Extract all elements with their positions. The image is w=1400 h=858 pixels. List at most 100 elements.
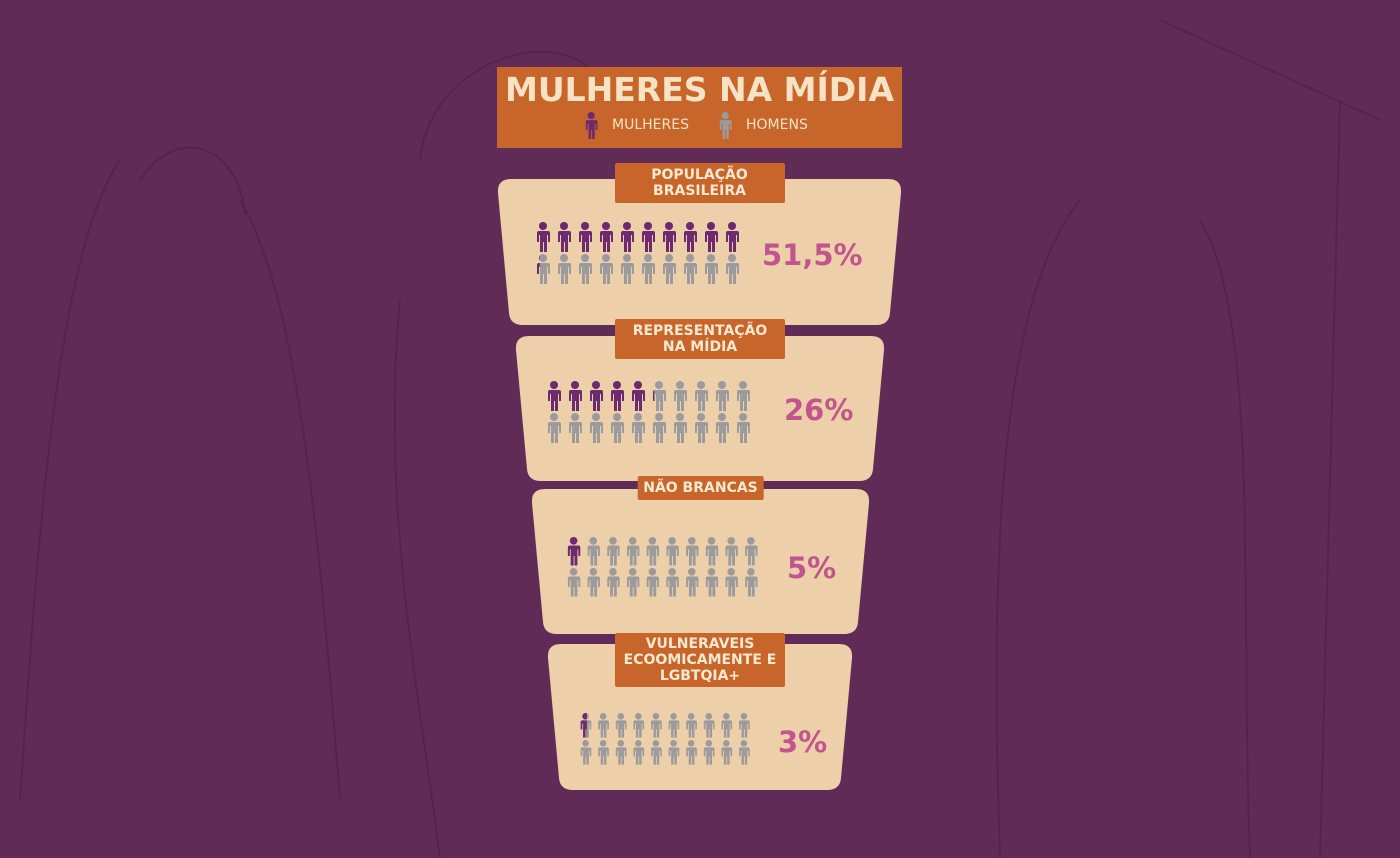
icon-woman — [537, 222, 550, 252]
icon-man — [587, 568, 600, 597]
icon-body — [567, 576, 581, 597]
icon-head — [609, 568, 617, 576]
icon-head — [569, 568, 578, 576]
icon-body — [646, 576, 660, 597]
icon-woman — [567, 537, 581, 566]
icon-body — [548, 422, 561, 443]
icon-body — [580, 747, 592, 765]
icon-man — [615, 740, 627, 765]
icon-man — [537, 254, 550, 284]
icon-man — [569, 413, 582, 443]
icon — [633, 713, 645, 738]
icon-head — [592, 381, 600, 389]
icon — [666, 568, 679, 597]
legend-person — [585, 112, 598, 139]
title-box — [497, 67, 902, 148]
icon — [716, 381, 729, 411]
icon-head — [648, 568, 657, 576]
icon — [745, 537, 758, 566]
icon — [642, 222, 655, 252]
icon — [590, 381, 603, 411]
icon-body — [642, 231, 655, 252]
icon-head — [539, 222, 547, 230]
icon-woman — [579, 222, 592, 252]
icon-body — [651, 720, 662, 738]
icon-body — [627, 576, 640, 597]
icon-woman — [705, 222, 718, 252]
icon-body — [668, 720, 680, 738]
icon-man — [579, 254, 592, 284]
icon-man — [726, 254, 739, 284]
icon-head — [740, 740, 748, 747]
icon — [663, 222, 676, 252]
icon — [627, 568, 640, 597]
icon-head — [728, 254, 736, 262]
icon-body — [587, 576, 600, 597]
icon — [725, 568, 738, 597]
icon-man — [705, 254, 718, 284]
icon-man — [739, 740, 750, 765]
icon-body — [653, 390, 655, 401]
icon-head — [665, 222, 673, 230]
icon — [621, 254, 634, 284]
icon-man — [674, 381, 687, 411]
icon-head — [747, 537, 755, 545]
icon-man — [651, 713, 662, 738]
icon-man — [686, 740, 697, 765]
icon-body — [621, 263, 634, 284]
icon-body — [674, 390, 687, 411]
icon-man — [745, 537, 758, 566]
icon-head — [670, 740, 677, 747]
icon-head — [581, 222, 589, 230]
icon-head — [665, 254, 673, 262]
icon-body — [725, 576, 738, 597]
icon-body — [558, 263, 571, 284]
icon — [686, 568, 699, 597]
panel — [531, 489, 870, 634]
icon-head — [599, 740, 607, 747]
icon-body — [725, 545, 738, 566]
icon — [739, 713, 750, 738]
icon-body — [726, 231, 739, 252]
icon — [569, 413, 582, 443]
icon — [558, 222, 571, 252]
icon-head — [582, 713, 587, 720]
value-label: 5% — [787, 551, 837, 585]
icon-woman — [558, 222, 571, 252]
icon-body — [739, 747, 750, 765]
icon — [725, 537, 738, 566]
icon-woman — [621, 222, 634, 252]
icon-head — [652, 740, 660, 747]
icon-woman — [548, 381, 561, 411]
icon — [587, 568, 600, 597]
icon-man — [627, 568, 640, 597]
icon-head — [589, 568, 598, 576]
icon-body — [607, 545, 620, 566]
icon-body — [598, 747, 609, 765]
icon-head — [688, 537, 696, 545]
icon-body — [537, 231, 550, 252]
icon — [721, 740, 733, 765]
icon-body — [646, 545, 660, 566]
icon-woman — [684, 222, 697, 252]
icon-head — [688, 568, 696, 576]
icon-body — [745, 576, 758, 597]
icon — [607, 537, 620, 566]
icon-head — [655, 413, 663, 421]
icon-head — [634, 381, 642, 389]
icon-body — [579, 231, 592, 252]
icon — [716, 413, 729, 443]
icon-man — [674, 413, 687, 443]
icon — [684, 222, 697, 252]
icon-head — [550, 413, 558, 421]
icon-head — [560, 222, 568, 230]
icon-man — [737, 413, 750, 443]
icon-head — [617, 713, 625, 720]
icon-body — [721, 747, 733, 765]
icon-body — [716, 422, 729, 443]
category-label: VULNERAVEIS ECOOMICAMENTE E LGBTQIA+ — [615, 633, 785, 687]
icon — [653, 413, 666, 443]
icon — [651, 740, 662, 765]
icon-man — [695, 413, 708, 443]
icon — [632, 413, 645, 443]
